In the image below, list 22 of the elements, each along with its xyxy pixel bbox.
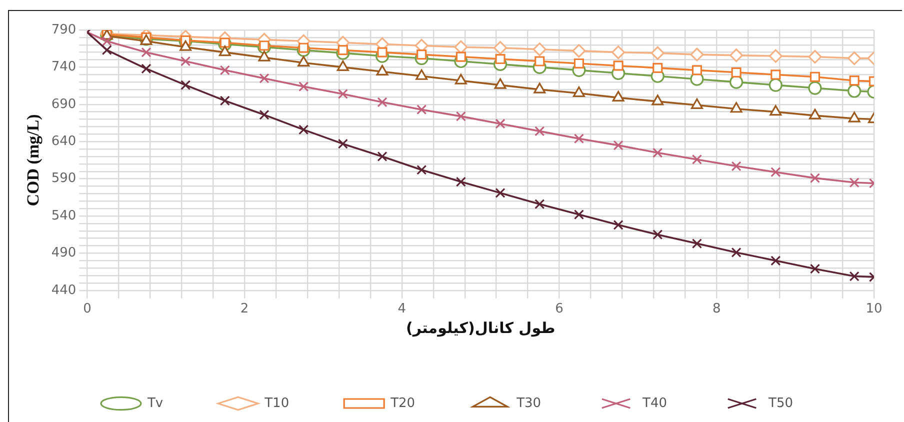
y-tick-label: 790 [51,22,76,38]
x-tick-label: 4 [398,302,406,317]
x-tick-label: 2 [240,302,249,317]
x-axis-title: طول کانال(کیلومتر) [406,318,556,337]
y-tick-label: 740 [51,60,76,75]
legend-label: T40 [642,396,668,411]
legend-label: T10 [264,396,290,411]
x-tick-label: 10 [866,302,882,317]
y-tick-label: 640 [51,134,76,149]
x-tick-label: 6 [555,302,564,317]
y-tick-label: 490 [51,246,76,261]
y-axis-title: COD (mg/L) [24,114,43,206]
y-tick-label: 690 [51,96,76,112]
y-tick-label: 540 [51,208,76,224]
legend-label: T20 [390,396,416,411]
y-tick-label: 590 [51,171,76,186]
x-tick-label: 8 [712,302,721,317]
legend-label: T50 [768,396,794,411]
y-tick-label: 440 [51,282,76,298]
legend-label: T30 [516,396,542,411]
legend-label: Tv [146,396,164,411]
x-tick-label: 0 [83,302,92,317]
